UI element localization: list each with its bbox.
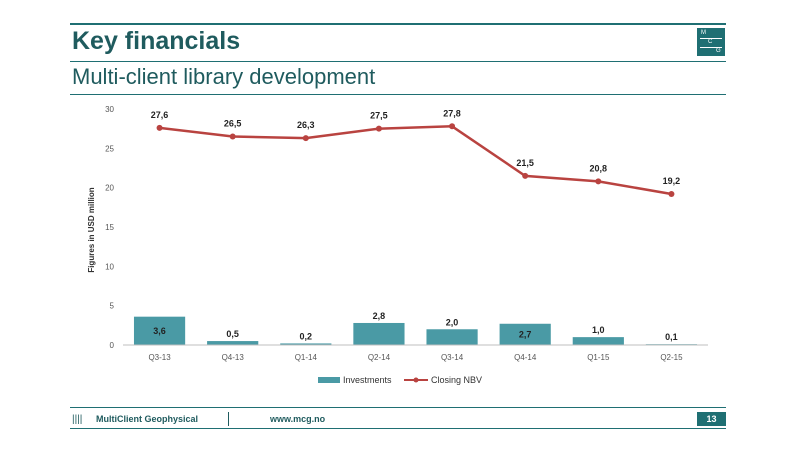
- y-axis-label: Figures in USD million: [87, 187, 96, 272]
- x-tick-label: Q1-14: [295, 353, 318, 362]
- mcg-logo: M C G: [697, 28, 725, 56]
- closing-nbv-data-label: 19,2: [663, 176, 681, 186]
- x-tick-label: Q1-15: [587, 353, 610, 362]
- investment-data-label: 0,2: [300, 331, 313, 341]
- legend: Investments Closing NBV: [318, 375, 482, 385]
- footer-separator: [228, 412, 229, 426]
- y-tick-label: 0: [110, 341, 115, 350]
- y-axis: 0 5 10 15 20 25 30: [105, 105, 114, 350]
- legend-investments-label: Investments: [343, 375, 392, 385]
- y-tick-label: 30: [105, 105, 114, 114]
- y-tick-label: 10: [105, 262, 114, 271]
- closing-nbv-point: [302, 135, 309, 142]
- page-subtitle: Multi-client library development: [72, 64, 376, 89]
- investment-bar: [499, 323, 551, 345]
- y-tick-label: 20: [105, 184, 114, 193]
- logo-letter-m: M: [701, 30, 706, 36]
- y-tick-label: 5: [110, 302, 115, 311]
- x-tick-label: Q2-15: [660, 353, 683, 362]
- x-tick-label: Q2-14: [368, 353, 391, 362]
- chart: 0 5 10 15 20 25 30 Figures in USD million 3,6 0…: [87, 105, 708, 385]
- closing-nbv-point: [375, 125, 382, 132]
- closing-nbv-point: [595, 178, 602, 185]
- closing-nbv-data-label: 26,3: [297, 120, 315, 130]
- investment-data-label: 2,7: [519, 329, 532, 339]
- closing-nbv-line: [159, 125, 672, 196]
- closing-nbv-data-label: 26,5: [224, 119, 242, 129]
- footer-top-rule: [70, 407, 726, 408]
- investment-bar: [572, 337, 624, 345]
- closing-nbv-point: [156, 124, 163, 131]
- investment-data-label: 0,5: [226, 329, 239, 339]
- investment-bar: [133, 316, 186, 345]
- closing-nbv-point: [668, 190, 675, 197]
- logo-letter-g: G: [716, 48, 721, 54]
- investment-data-label: 1,0: [592, 325, 605, 335]
- header-middle-rule: [70, 61, 726, 62]
- x-tick-label: Q3-13: [148, 353, 171, 362]
- closing-nbv-data-label: 21,5: [516, 158, 534, 168]
- closing-nbv-point: [449, 123, 456, 130]
- line-series: 27,6 26,5 26,3 27,5 27,8 21,5 20,8 19,2: [151, 108, 680, 197]
- footer-url[interactable]: www.mcg.no: [270, 414, 326, 424]
- investment-data-label: 3,6: [153, 326, 166, 336]
- investment-data-label: 2,8: [373, 311, 386, 321]
- legend-nbv-label: Closing NBV: [431, 375, 482, 385]
- page-title: Key financials: [72, 27, 241, 55]
- y-tick-label: 25: [105, 144, 114, 153]
- closing-nbv-point: [229, 133, 236, 140]
- closing-nbv-data-label: 27,8: [443, 108, 461, 118]
- header-top-rule: [70, 23, 726, 25]
- closing-nbv-data-label: 27,5: [370, 111, 388, 121]
- investment-bar: [353, 322, 405, 345]
- investment-bar: [207, 341, 259, 345]
- legend-investments-swatch: [318, 377, 340, 383]
- closing-nbv-data-label: 20,8: [590, 163, 608, 173]
- logo-letter-c: C: [708, 39, 713, 45]
- x-tick-label: Q3-14: [441, 353, 464, 362]
- bar-series: 3,6 0,5 0,2 2,8 2,0 2,7 1,0 0,1: [133, 311, 698, 346]
- footer-bottom-rule: [70, 428, 726, 429]
- y-tick-label: 15: [105, 223, 114, 232]
- x-tick-label: Q4-13: [222, 353, 245, 362]
- investment-data-label: 0,1: [665, 332, 678, 342]
- footer-company: MultiClient Geophysical: [96, 414, 199, 424]
- investment-data-label: 2,0: [446, 317, 459, 327]
- header-bottom-rule: [70, 94, 726, 95]
- investment-bar: [280, 343, 332, 345]
- x-tick-label: Q4-14: [514, 353, 537, 362]
- footer-bars: ||||: [72, 414, 83, 425]
- closing-nbv-data-label: 27,6: [151, 110, 169, 120]
- legend-nbv-swatch-marker: [413, 377, 419, 383]
- closing-nbv-point: [522, 172, 529, 179]
- x-axis: Q3-13 Q4-13 Q1-14 Q2-14 Q3-14 Q4-14 Q1-15 Q2-15: [123, 344, 708, 362]
- page-number: 13: [697, 412, 726, 426]
- investment-bar: [426, 329, 478, 345]
